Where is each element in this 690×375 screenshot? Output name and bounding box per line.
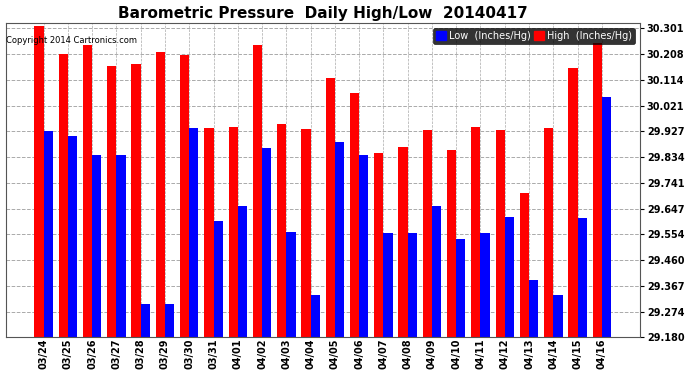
Bar xyxy=(132,64,141,338)
Bar xyxy=(189,128,199,338)
Bar xyxy=(310,295,319,338)
Bar xyxy=(326,78,335,338)
Bar xyxy=(432,206,441,338)
Bar xyxy=(447,150,456,338)
Bar xyxy=(92,154,101,338)
Bar xyxy=(384,234,393,338)
Bar xyxy=(423,130,432,338)
Bar xyxy=(398,147,408,338)
Bar xyxy=(335,142,344,338)
Bar xyxy=(68,136,77,338)
Bar xyxy=(505,217,514,338)
Bar xyxy=(253,45,262,338)
Bar xyxy=(165,304,174,338)
Bar xyxy=(471,128,480,338)
Bar xyxy=(228,126,238,338)
Text: Copyright 2014 Cartronics.com: Copyright 2014 Cartronics.com xyxy=(6,36,137,45)
Bar xyxy=(359,154,368,338)
Bar xyxy=(262,148,271,338)
Bar xyxy=(107,66,117,338)
Bar xyxy=(156,52,165,338)
Bar xyxy=(578,218,586,338)
Bar xyxy=(374,153,384,338)
Bar xyxy=(408,234,417,338)
Bar xyxy=(520,193,529,338)
Bar xyxy=(83,45,92,338)
Bar xyxy=(350,93,359,338)
Bar xyxy=(141,303,150,338)
Bar xyxy=(34,26,43,338)
Bar xyxy=(59,54,68,338)
Bar xyxy=(277,124,286,338)
Bar xyxy=(180,55,189,338)
Bar xyxy=(204,128,213,338)
Bar xyxy=(593,43,602,338)
Bar xyxy=(43,131,53,338)
Title: Barometric Pressure  Daily High/Low  20140417: Barometric Pressure Daily High/Low 20140… xyxy=(118,6,528,21)
Bar xyxy=(495,129,505,338)
Legend: Low  (Inches/Hg), High  (Inches/Hg): Low (Inches/Hg), High (Inches/Hg) xyxy=(433,28,635,44)
Bar xyxy=(529,280,538,338)
Bar xyxy=(238,206,247,338)
Bar xyxy=(117,154,126,338)
Bar xyxy=(213,221,223,338)
Bar xyxy=(544,128,553,338)
Bar xyxy=(602,97,611,338)
Bar xyxy=(553,295,562,338)
Bar xyxy=(456,239,466,338)
Bar xyxy=(569,68,578,338)
Bar xyxy=(302,129,310,338)
Bar xyxy=(480,234,490,338)
Bar xyxy=(286,232,295,338)
